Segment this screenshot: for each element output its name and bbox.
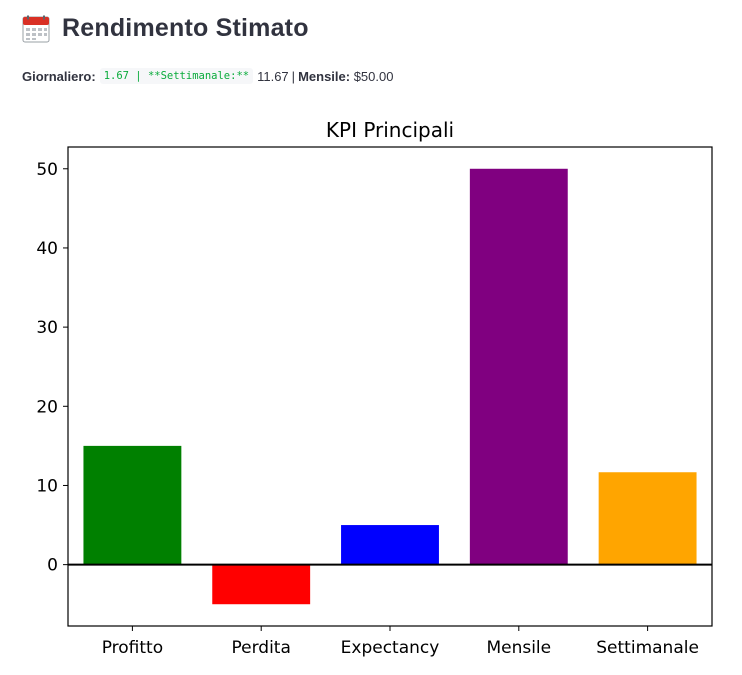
y-tick-label: 0 [47, 556, 58, 576]
kpi-bar-chart: KPI Principali 0 10 20 30 40 50 Profitto Perdi… [36, 118, 713, 658]
calendar-icon [22, 15, 50, 42]
kpi-summary: Giornaliero: 1.67 | **Settimanale:** 11.… [22, 68, 393, 84]
y-tick-label: 10 [36, 476, 58, 496]
inline-code: 1.67 | **Settimanale:** [99, 68, 254, 84]
plot-frame [67, 146, 713, 627]
daily-label: Giornaliero: [22, 68, 96, 84]
bar-profitto [83, 445, 182, 565]
x-tick-label: Mensile [486, 638, 551, 658]
y-tick-label: 20 [36, 397, 58, 417]
page-title: Rendimento Stimato [62, 14, 309, 42]
separator: | [291, 68, 296, 84]
y-tick-label: 40 [36, 239, 58, 259]
x-tick-label: Settimanale [596, 638, 699, 658]
bar-settimanale [598, 472, 697, 565]
monthly-label: Mensile: [298, 68, 351, 84]
bars-group [68, 168, 712, 605]
page-header: Rendimento Stimato [22, 14, 309, 43]
y-axis: 0 10 20 30 40 50 [36, 160, 68, 576]
y-tick-label: 30 [36, 318, 58, 338]
bar-mensile [469, 168, 568, 565]
bar-perdita [212, 564, 311, 605]
x-tick-label: Profitto [102, 638, 163, 658]
y-tick-label: 50 [36, 160, 58, 180]
x-axis: Profitto Perdita Expectancy Mensile Settiman… [102, 626, 699, 658]
x-tick-label: Perdita [231, 638, 290, 658]
monthly-value: $50.00 [353, 68, 394, 84]
chart-title: KPI Principali [326, 118, 454, 142]
weekly-value: 11.67 [257, 68, 289, 84]
x-tick-label: Expectancy [341, 638, 440, 658]
bar-expectancy [341, 525, 439, 565]
